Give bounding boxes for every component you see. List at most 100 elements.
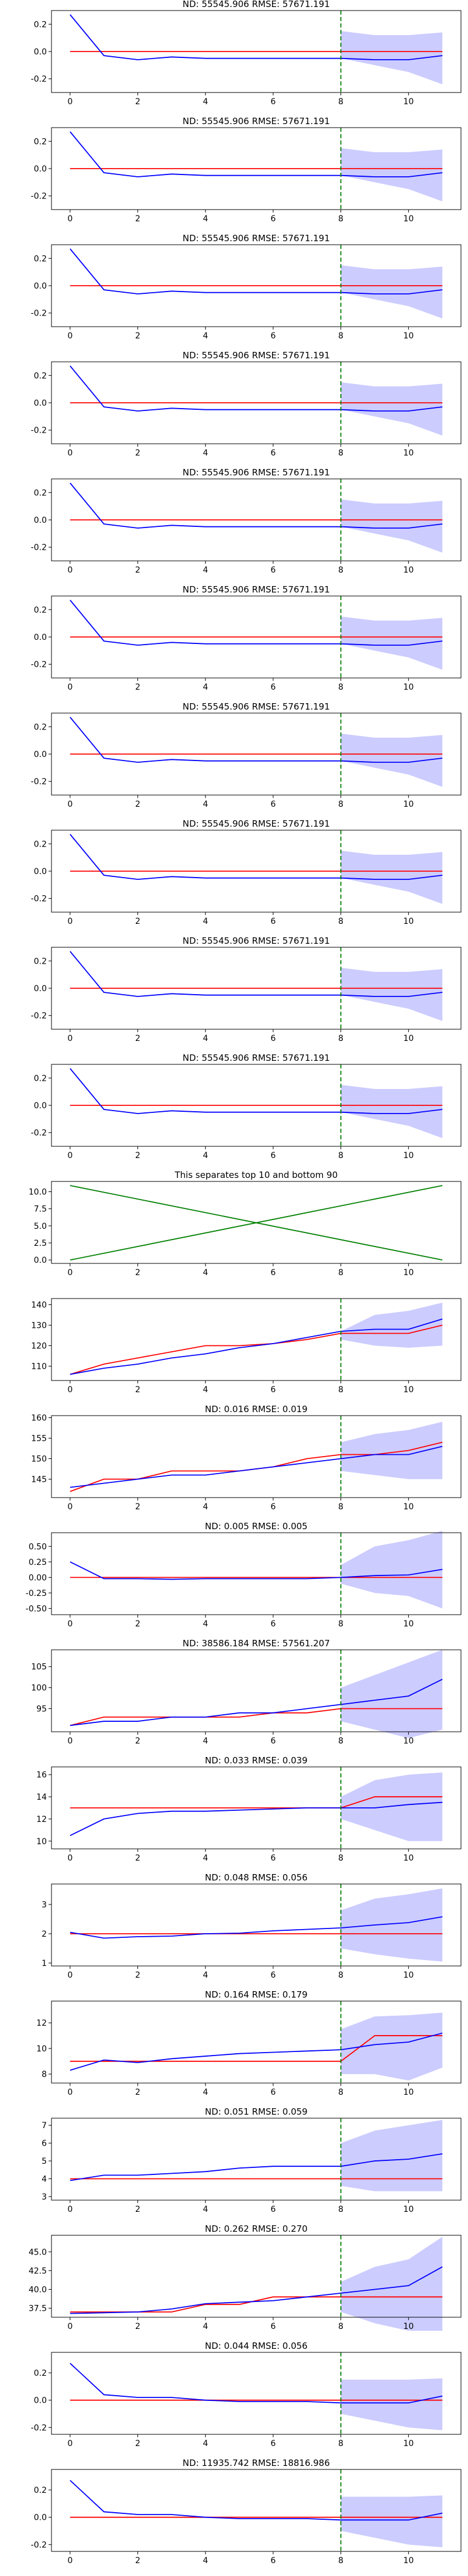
x-tick-label: 4 bbox=[203, 2205, 208, 2214]
x-tick-label: 10 bbox=[403, 800, 414, 809]
x-tick-label: 10 bbox=[403, 2205, 414, 2214]
chart-svg-6: ND: 55545.906 RMSE: 57671.191 -0.2 0.0 0.2 0… bbox=[31, 585, 462, 692]
x-tick-label: 2 bbox=[135, 331, 140, 341]
axes-frame bbox=[51, 1298, 462, 1381]
x-tick-label: 10 bbox=[403, 1268, 414, 1277]
y-tick-label: 0.25 bbox=[29, 1558, 47, 1567]
prediction-interval-band bbox=[340, 31, 443, 84]
x-tick-label: 2 bbox=[135, 2556, 140, 2565]
x-tick-label: 0 bbox=[67, 1502, 73, 1512]
x-tick-label: 6 bbox=[270, 2439, 276, 2448]
predicted-series-line bbox=[70, 1445, 443, 1488]
prediction-interval-band bbox=[340, 2495, 443, 2547]
y-tick-label: 2.5 bbox=[34, 1239, 47, 1248]
y-tick-label: -0.2 bbox=[31, 426, 47, 436]
predicted-series-line bbox=[70, 1318, 443, 1375]
x-tick-label: 4 bbox=[203, 800, 208, 809]
chart-title: ND: 0.005 RMSE: 0.005 bbox=[205, 1522, 307, 1532]
y-tick-label: 6 bbox=[42, 2139, 47, 2149]
x-tick-label: 10 bbox=[403, 2556, 414, 2565]
x-tick-label: 0 bbox=[67, 2556, 73, 2565]
x-tick-label: 4 bbox=[203, 2439, 208, 2448]
chart-title: ND: 0.033 RMSE: 0.039 bbox=[205, 1756, 307, 1766]
y-tick-label: -0.2 bbox=[31, 895, 47, 904]
x-tick-label: 2 bbox=[135, 1736, 140, 1746]
x-tick-label: 6 bbox=[270, 2088, 276, 2097]
axes-frame bbox=[51, 2352, 462, 2435]
chart-panel-19: ND: 0.051 RMSE: 0.059 3 4 5 6 7 0 2 4 6 8 10 bbox=[0, 2108, 468, 2225]
axes-frame bbox=[51, 2235, 462, 2318]
x-tick-label: 10 bbox=[403, 1971, 414, 1980]
y-tick-label: 1 bbox=[42, 1959, 47, 1968]
prediction-interval-band bbox=[340, 2012, 443, 2081]
y-tick-label: 0.2 bbox=[34, 137, 47, 146]
chart-panel-12: 110 120 130 140 0 2 4 6 8 10 bbox=[0, 1288, 468, 1405]
y-tick-label: 160 bbox=[31, 1414, 47, 1423]
x-tick-label: 6 bbox=[270, 917, 276, 926]
x-tick-label: 8 bbox=[338, 566, 343, 575]
x-tick-label: 2 bbox=[135, 2439, 140, 2448]
y-tick-label: 7.5 bbox=[34, 1205, 47, 1214]
x-tick-label: 2 bbox=[135, 683, 140, 692]
predicted-series-line bbox=[70, 717, 443, 763]
y-tick-label: -0.2 bbox=[31, 660, 47, 670]
y-tick-label: 0.2 bbox=[34, 605, 47, 615]
chart-title: This separates top 10 and bottom 90 bbox=[174, 1171, 338, 1180]
x-tick-label: 10 bbox=[403, 214, 414, 224]
x-tick-label: 10 bbox=[403, 1502, 414, 1512]
chart-title: ND: 55545.906 RMSE: 57671.191 bbox=[183, 351, 330, 361]
x-tick-label: 2 bbox=[135, 566, 140, 575]
chart-panel-9: ND: 55545.906 RMSE: 57671.191 -0.2 0.0 0.2 0… bbox=[0, 937, 468, 1054]
x-tick-label: 0 bbox=[67, 1034, 73, 1043]
y-tick-label: 45.0 bbox=[29, 2248, 47, 2257]
prediction-interval-band bbox=[340, 2120, 443, 2191]
chart-panel-6: ND: 55545.906 RMSE: 57671.191 -0.2 0.0 0.2 0… bbox=[0, 585, 468, 703]
predicted-series-line bbox=[70, 951, 443, 997]
y-tick-label: 0.2 bbox=[34, 371, 47, 381]
x-tick-label: 4 bbox=[203, 1268, 208, 1277]
chart-title: ND: 0.016 RMSE: 0.019 bbox=[205, 1405, 307, 1414]
x-tick-label: 8 bbox=[338, 1736, 343, 1746]
x-tick-label: 2 bbox=[135, 2088, 140, 2097]
predicted-series-line bbox=[70, 1801, 443, 1837]
y-tick-label: 0.2 bbox=[34, 488, 47, 498]
x-tick-label: 6 bbox=[270, 1268, 276, 1277]
chart-svg-13: ND: 0.016 RMSE: 0.019 145 150 155 160 0 2 4 6 8 10 bbox=[31, 1405, 462, 1512]
x-tick-label: 8 bbox=[338, 917, 343, 926]
chart-title: ND: 0.164 RMSE: 0.179 bbox=[205, 1991, 307, 2000]
x-tick-label: 0 bbox=[67, 214, 73, 224]
x-tick-label: 10 bbox=[403, 1736, 414, 1746]
chart-svg-7: ND: 55545.906 RMSE: 57671.191 -0.2 0.0 0.2 0… bbox=[31, 703, 462, 809]
x-tick-label: 2 bbox=[135, 800, 140, 809]
prediction-interval-band bbox=[340, 1650, 443, 1738]
predicted-series-line bbox=[70, 1561, 443, 1580]
predicted-series-line bbox=[70, 1068, 443, 1114]
x-tick-label: 8 bbox=[338, 2322, 343, 2331]
y-tick-label: 110 bbox=[31, 1362, 47, 1372]
axes-frame bbox=[51, 2000, 462, 2084]
y-tick-label: 37.5 bbox=[29, 2304, 47, 2314]
chart-svg-12: 110 120 130 140 0 2 4 6 8 10 bbox=[31, 1298, 462, 1395]
y-tick-label: 0.0 bbox=[34, 47, 47, 57]
chart-panel-4: ND: 55545.906 RMSE: 57671.191 -0.2 0.0 0.2 0… bbox=[0, 351, 468, 468]
y-tick-label: 0.0 bbox=[34, 2513, 47, 2523]
y-tick-label: 2 bbox=[42, 1930, 47, 1939]
x-tick-label: 6 bbox=[270, 1385, 276, 1395]
chart-title: ND: 0.048 RMSE: 0.056 bbox=[205, 1873, 307, 1883]
chart-title: ND: 0.262 RMSE: 0.270 bbox=[205, 2225, 307, 2234]
x-tick-label: 2 bbox=[135, 1034, 140, 1043]
x-tick-label: 10 bbox=[403, 97, 414, 107]
x-tick-label: 8 bbox=[338, 448, 343, 458]
chart-title: ND: 55545.906 RMSE: 57671.191 bbox=[183, 820, 330, 829]
chart-svg-3: ND: 55545.906 RMSE: 57671.191 -0.2 0.0 0.2 0… bbox=[31, 234, 462, 341]
x-tick-label: 6 bbox=[270, 2556, 276, 2565]
x-tick-label: 10 bbox=[403, 917, 414, 926]
chart-title: ND: 55545.906 RMSE: 57671.191 bbox=[183, 0, 330, 9]
predicted-series-line bbox=[70, 14, 443, 60]
y-tick-label: 0.0 bbox=[34, 750, 47, 759]
actual-series-line bbox=[70, 1708, 443, 1727]
x-tick-label: 10 bbox=[403, 1385, 414, 1395]
y-tick-label: 12 bbox=[36, 2019, 47, 2028]
chart-title: ND: 55545.906 RMSE: 57671.191 bbox=[183, 703, 330, 712]
x-tick-label: 6 bbox=[270, 2322, 276, 2331]
